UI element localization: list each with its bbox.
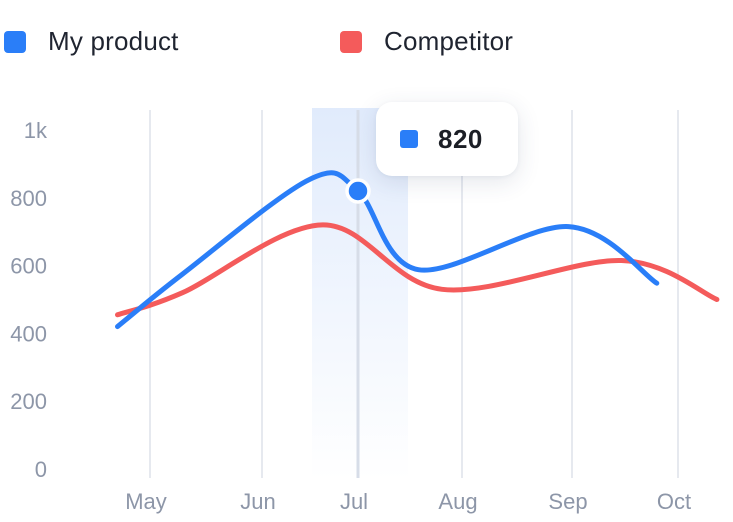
legend-item-my-product[interactable]: My product	[4, 26, 179, 57]
y-tick-label-800: 800	[10, 186, 47, 211]
legend-item-competitor[interactable]: Competitor	[340, 26, 513, 57]
x-tick-label-sep: Sep	[548, 489, 587, 514]
y-tick-label-600: 600	[10, 254, 47, 279]
legend-swatch-my-product	[4, 30, 26, 53]
x-tick-label-jun: Jun	[240, 489, 275, 514]
y-tick-label-200: 200	[10, 389, 47, 414]
highlight-point-my-product[interactable]	[345, 178, 371, 204]
y-tick-label-400: 400	[10, 321, 47, 346]
x-tick-label-jul: Jul	[340, 489, 368, 514]
chart-legend: My product Competitor	[0, 26, 733, 60]
y-tick-label-1k: 1k	[24, 118, 48, 143]
x-tick-label-oct: Oct	[657, 489, 691, 514]
tooltip: 820	[376, 102, 518, 176]
y-tick-label-0: 0	[35, 457, 47, 482]
legend-label-my-product: My product	[48, 26, 179, 56]
legend-swatch-competitor	[340, 30, 362, 53]
x-tick-label-aug: Aug	[438, 489, 477, 514]
tooltip-swatch	[400, 130, 418, 148]
legend-label-competitor: Competitor	[384, 26, 514, 56]
series-line-competitor[interactable]	[115, 222, 720, 318]
x-tick-label-may: May	[125, 489, 167, 514]
tooltip-value: 820	[438, 123, 483, 154]
